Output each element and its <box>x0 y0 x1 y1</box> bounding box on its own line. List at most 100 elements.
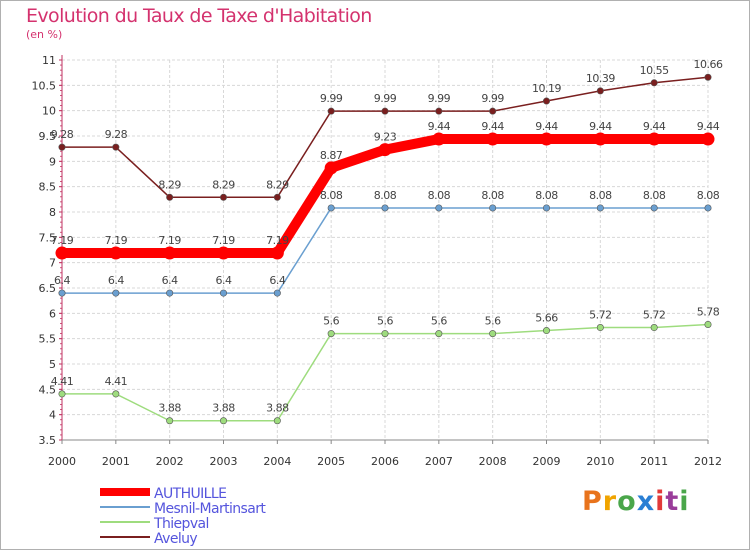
y-tick-label: 7 <box>49 257 56 270</box>
data-point-mesnil-martinsart <box>435 204 443 212</box>
data-point-authuille <box>701 132 715 146</box>
data-label-mesnil-martinsart: 6.4 <box>54 274 70 287</box>
proxiti-logo: Proxiti <box>582 486 690 517</box>
data-label-thiepval: 5.6 <box>377 315 393 328</box>
data-label-thiepval: 4.41 <box>105 375 128 388</box>
logo-letter: r <box>602 486 618 517</box>
data-point-authuille <box>378 143 392 157</box>
data-point-authuille <box>540 132 553 146</box>
x-tick-label: 2011 <box>640 455 668 468</box>
data-label-authuille: 9.44 <box>643 120 666 133</box>
x-tick-label: 2003 <box>210 455 238 468</box>
data-label-authuille: 9.44 <box>428 120 451 133</box>
series-group <box>55 73 715 425</box>
data-point-authuille <box>270 246 284 260</box>
data-label-thiepval: 3.88 <box>212 402 235 415</box>
data-point-thiepval <box>273 417 281 425</box>
data-label-mesnil-martinsart: 8.08 <box>643 189 666 202</box>
data-point-thiepval <box>112 390 120 398</box>
data-label-authuille: 9.44 <box>535 120 558 133</box>
logo-letter: t <box>665 486 680 517</box>
data-label-authuille: 9.44 <box>481 120 504 133</box>
data-point-mesnil-martinsart <box>220 289 228 297</box>
data-point-aveluy <box>596 87 604 95</box>
data-point-authuille <box>217 246 230 260</box>
x-tick-label: 2005 <box>317 455 345 468</box>
data-label-authuille: 8.87 <box>320 149 343 162</box>
data-point-thiepval <box>542 327 550 335</box>
data-point-aveluy <box>327 107 335 115</box>
data-label-thiepval: 5.6 <box>485 315 501 328</box>
data-label-authuille: 9.23 <box>374 131 397 144</box>
data-label-aveluy: 8.29 <box>212 178 235 191</box>
data-point-mesnil-martinsart <box>381 204 389 212</box>
axes: 3.5 4 4.5 5 5.5 6 6.5 7 7.5 8 8.5 9 9.5 10 10.5 11 2000 2… <box>32 54 723 468</box>
data-label-mesnil-martinsart: 8.08 <box>374 189 397 202</box>
data-label-mesnil-martinsart: 8.08 <box>589 189 612 202</box>
y-tick-label: 11 <box>42 54 56 67</box>
data-label-mesnil-martinsart: 6.4 <box>269 274 285 287</box>
data-point-mesnil-martinsart <box>327 204 335 212</box>
data-point-thiepval <box>58 390 66 398</box>
y-tick-label: 6 <box>49 307 56 320</box>
data-label-authuille: 7.19 <box>266 234 289 247</box>
x-tick-label: 2004 <box>263 455 291 468</box>
data-label-authuille: 9.44 <box>589 120 612 133</box>
data-label-mesnil-martinsart: 8.08 <box>535 189 558 202</box>
x-tick-label: 2002 <box>156 455 184 468</box>
y-tick-label: 8.5 <box>39 181 57 194</box>
data-label-thiepval: 3.88 <box>158 402 181 415</box>
data-label-aveluy: 10.39 <box>586 72 615 85</box>
y-tick-label: 9 <box>49 155 56 168</box>
x-tick-label: 2006 <box>371 455 399 468</box>
data-label-thiepval: 5.6 <box>431 315 447 328</box>
data-point-authuille <box>324 161 338 175</box>
data-point-aveluy <box>542 97 550 105</box>
data-label-aveluy: 9.28 <box>105 128 128 141</box>
data-label-aveluy: 9.99 <box>320 92 343 105</box>
data-point-mesnil-martinsart <box>489 204 497 212</box>
data-label-thiepval: 5.78 <box>697 305 720 318</box>
data-point-thiepval <box>489 330 497 338</box>
data-label-authuille: 9.44 <box>697 120 720 133</box>
y-tick-label: 5.5 <box>39 333 57 346</box>
data-point-aveluy <box>704 73 712 81</box>
data-point-thiepval <box>220 417 228 425</box>
y-tick-label: 7.5 <box>39 231 57 244</box>
data-label-thiepval: 5.6 <box>323 315 339 328</box>
data-point-thiepval <box>381 330 389 338</box>
data-point-mesnil-martinsart <box>542 204 550 212</box>
data-point-mesnil-martinsart <box>112 289 120 297</box>
data-label-aveluy: 9.99 <box>374 92 397 105</box>
data-label-mesnil-martinsart: 6.4 <box>108 274 124 287</box>
chart-title: Evolution du Taux de Taxe d'Habitation <box>26 5 372 27</box>
legend-label-authuille: AUTHUILLE <box>154 486 226 502</box>
data-point-mesnil-martinsart <box>596 204 604 212</box>
data-label-mesnil-martinsart: 8.08 <box>320 189 343 202</box>
chart-unit: (en %) <box>26 28 63 41</box>
data-label-aveluy: 10.19 <box>532 82 561 95</box>
data-label-authuille: 7.19 <box>51 234 74 247</box>
x-tick-label: 2000 <box>48 455 76 468</box>
logo-letter: i <box>679 486 690 517</box>
data-point-thiepval <box>327 330 335 338</box>
x-tick-label: 2012 <box>694 455 722 468</box>
x-tick-label: 2009 <box>533 455 561 468</box>
data-label-aveluy: 10.55 <box>640 64 669 77</box>
data-point-aveluy <box>381 107 389 115</box>
data-label-authuille: 7.19 <box>212 234 235 247</box>
logo-letter: P <box>582 486 603 517</box>
data-point-thiepval <box>435 330 443 338</box>
data-label-mesnil-martinsart: 8.08 <box>428 189 451 202</box>
x-tick-label: 2008 <box>479 455 507 468</box>
data-label-authuille: 7.19 <box>158 234 181 247</box>
data-label-aveluy: 9.99 <box>481 92 504 105</box>
grid-lines <box>61 59 709 441</box>
y-tick-label: 4.5 <box>39 383 57 396</box>
data-label-aveluy: 9.99 <box>428 92 451 105</box>
y-tick-label: 4 <box>49 409 56 422</box>
x-tick-label: 2001 <box>102 455 130 468</box>
